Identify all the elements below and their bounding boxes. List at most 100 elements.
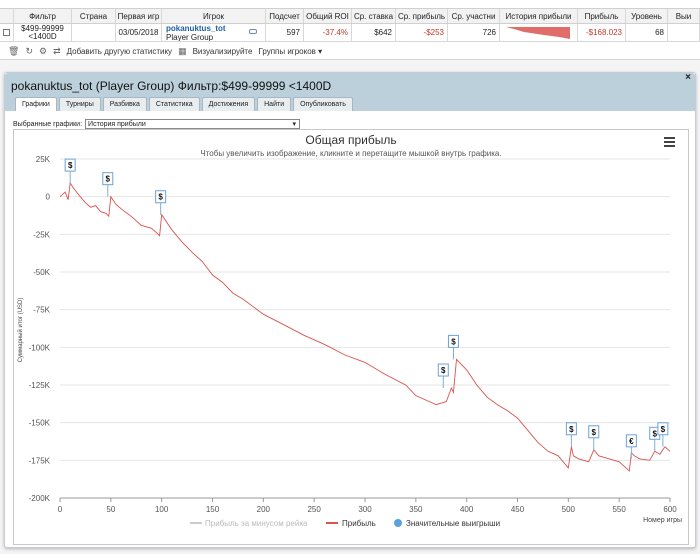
significant-win-label: $: [451, 337, 456, 346]
legend-profit: Прибыль: [342, 519, 376, 528]
col-country[interactable]: Страна: [72, 9, 116, 23]
col-avg-participants[interactable]: Ср. участни: [448, 9, 500, 23]
col-first-game[interactable]: Первая игр: [116, 9, 162, 23]
x-tick-label: 600: [663, 505, 677, 514]
tab-publish[interactable]: Опубликовать: [293, 97, 353, 111]
close-icon[interactable]: ×: [685, 72, 691, 83]
legend-rake: Прибыль за минусом рейка: [205, 519, 308, 528]
tab-achievements[interactable]: Достижения: [201, 97, 256, 111]
chevron-down-icon: ▾: [292, 121, 297, 128]
player-groups-button[interactable]: Группы игроков ▾: [258, 46, 323, 56]
significant-win-flag: [155, 190, 167, 204]
x-tick-label: 350: [409, 505, 423, 514]
y-tick-label: -50K: [33, 268, 51, 277]
cell-win: [668, 24, 700, 41]
cell-avg-profit: -$253: [396, 24, 448, 41]
x-tick-label: 100: [155, 505, 169, 514]
row-checkbox[interactable]: [3, 29, 10, 36]
player-info: pokanuktus_tot Player Group: [166, 24, 226, 41]
chart-subtitle: Чтобы увеличить изображение, кликните и …: [200, 149, 501, 158]
player-group: Player Group: [166, 32, 214, 42]
chart-svg[interactable]: Общая прибыль Чтобы увеличить изображение…: [14, 130, 688, 544]
col-roi[interactable]: Общий ROI: [304, 9, 352, 23]
x-tick-label: 150: [206, 505, 220, 514]
significant-win-label: $: [569, 425, 574, 434]
significant-win-flag: [447, 334, 459, 348]
y-tick-label: -25K: [33, 230, 51, 239]
y-tick-label: -125K: [29, 381, 51, 390]
significant-win-flag: [437, 363, 449, 377]
cell-player: pokanuktus_tot Player Group: [162, 24, 266, 41]
x-tick-label: 300: [358, 505, 372, 514]
significant-win-label: €: [629, 437, 634, 446]
panel-header: pokanuktus_tot (Player Group) Фильтр:$49…: [5, 72, 695, 111]
row-checkbox-cell[interactable]: [0, 24, 14, 41]
grid-toolbar: 🗑 ↻ ⚙ ⇄ Добавить другую статистику ▦ Виз…: [8, 45, 322, 57]
panel-tabs: Графики Турниры Разбивка Статистика Дост…: [15, 97, 353, 111]
settings-icon[interactable]: ⚙: [38, 45, 48, 56]
cell-avg-participants: 726: [448, 24, 500, 41]
significant-win-flag: [102, 172, 114, 186]
player-link[interactable]: pokanuktus_tot: [166, 24, 226, 33]
tab-charts[interactable]: Графики: [15, 97, 57, 111]
chart-select-value: История прибыли: [88, 120, 146, 128]
header-checkbox-cell[interactable]: [0, 9, 14, 23]
tab-find[interactable]: Найти: [257, 97, 292, 111]
x-tick-label: 50: [106, 505, 115, 514]
col-avg-profit[interactable]: Ср. прибыль: [396, 9, 448, 23]
x-tick-label: 200: [257, 505, 271, 514]
add-stat-icon[interactable]: ⇄: [53, 45, 61, 56]
x-tick-label: 450: [511, 505, 525, 514]
y-tick-label: -200K: [29, 494, 51, 503]
player-panel: pokanuktus_tot (Player Group) Фильтр:$49…: [4, 72, 696, 548]
stats-grid: Фильтр Страна Первая игр Игрок Подсчет О…: [0, 0, 700, 60]
col-profit-history[interactable]: История прибыли: [500, 9, 578, 23]
x-tick-label: 250: [307, 505, 321, 514]
table-row[interactable]: $499-99999 <1400D 03/05/2018 pokanuktus_…: [0, 24, 700, 42]
y-tick-label: -100K: [29, 343, 51, 352]
significant-win-label: $: [68, 161, 73, 170]
trash-icon[interactable]: 🗑: [8, 45, 20, 56]
tab-breakdown[interactable]: Разбивка: [102, 97, 147, 111]
col-player[interactable]: Игрок: [162, 9, 266, 23]
col-level[interactable]: Уровень: [626, 9, 668, 23]
cell-first-game: 03/05/2018: [116, 24, 162, 41]
chart-selector-label: Выбранные графики:: [13, 120, 83, 128]
significant-win-label: $: [106, 175, 111, 184]
cell-profit: -$168.023: [578, 24, 626, 41]
profit-line: [59, 181, 671, 472]
cell-level: 68: [626, 24, 668, 41]
x-tick-label: 400: [460, 505, 474, 514]
col-filter[interactable]: Фильтр: [14, 9, 72, 23]
y-axis-title: Суммарный итог (USD): [17, 298, 24, 363]
cell-filter: $499-99999 <1400D: [14, 24, 72, 41]
chart-selector-row: Выбранные графики: История прибыли ▾: [13, 119, 301, 129]
significant-win-flag: [588, 425, 600, 439]
legend-wins: Значительные выигрыши: [406, 519, 500, 528]
y-tick-label: -175K: [29, 456, 51, 465]
tab-tournaments[interactable]: Турниры: [58, 97, 101, 111]
add-stat-button[interactable]: Добавить другую статистику: [66, 46, 173, 56]
visualize-icon[interactable]: ▦: [178, 45, 187, 56]
cell-avg-bet: $642: [352, 24, 396, 41]
col-win[interactable]: Выи: [668, 9, 700, 23]
col-count[interactable]: Подсчет: [266, 9, 304, 23]
col-profit[interactable]: Прибыль: [578, 9, 626, 23]
refresh-icon[interactable]: ↻: [25, 45, 33, 56]
significant-win-label: $: [592, 428, 597, 437]
chat-icon[interactable]: [249, 29, 257, 34]
visualize-button[interactable]: Визуализируйте: [192, 46, 253, 56]
menu-icon[interactable]: [664, 137, 675, 147]
panel-title: pokanuktus_tot (Player Group) Фильтр:$49…: [11, 79, 332, 93]
x-tick-label: 500: [562, 505, 576, 514]
profit-chart[interactable]: Общая прибыль Чтобы увеличить изображение…: [13, 129, 689, 545]
grid-header: Фильтр Страна Первая игр Игрок Подсчет О…: [0, 8, 700, 24]
col-avg-bet[interactable]: Ср. ставка: [352, 9, 396, 23]
cell-profit-history-sparkline: [500, 24, 578, 41]
significant-win-label: $: [661, 425, 666, 434]
chart-select[interactable]: История прибыли ▾: [85, 119, 301, 129]
y-tick-label: -150K: [29, 419, 51, 428]
tab-statistics[interactable]: Статистика: [148, 97, 200, 111]
y-tick-label: 0: [46, 193, 51, 202]
significant-win-flag: [625, 434, 637, 448]
